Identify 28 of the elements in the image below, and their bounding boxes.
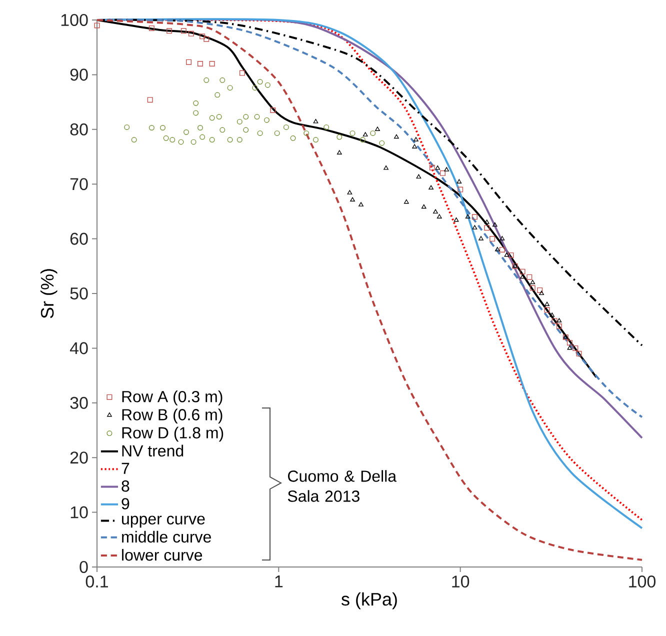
legend-label: NV trend	[122, 444, 184, 457]
x-axis-title: s (kPa)	[342, 592, 397, 610]
legend-label: Row B (0.6 m)	[122, 408, 222, 424]
x-tick-label: 0.1	[86, 576, 108, 588]
y-tick-label: 100	[61, 14, 88, 26]
legend-label: 7	[122, 462, 130, 474]
y-tick-label: 40	[70, 342, 88, 354]
legend-label: Row A (0.3 m)	[122, 390, 222, 406]
x-tick-label: 10	[452, 576, 470, 588]
y-axis-title: Sr (%)	[40, 269, 58, 318]
x-tick-label: 1	[275, 576, 283, 588]
y-tick-label: 90	[70, 68, 88, 81]
y-tick-label: 30	[70, 396, 88, 409]
y-tick-label: 60	[70, 232, 88, 245]
legend-label: upper curve	[122, 516, 205, 528]
annotation: Cuomo & Della Sala 2013	[288, 470, 397, 502]
y-tick-label: 50	[70, 287, 88, 300]
legend-label: Row D (1.8 m)	[122, 426, 224, 442]
x-tick-label: 100	[629, 576, 656, 588]
y-tick-label: 20	[70, 452, 88, 464]
y-tick-label: 0	[80, 560, 88, 574]
legend-label: 8	[122, 480, 130, 492]
y-tick-label: 10	[70, 506, 88, 518]
y-tick-label: 70	[70, 178, 88, 190]
legend-label: middle curve	[122, 530, 211, 543]
legend-label: 9	[122, 498, 130, 510]
legend-label: lower curve	[122, 548, 202, 561]
y-tick-label: 80	[70, 123, 88, 136]
